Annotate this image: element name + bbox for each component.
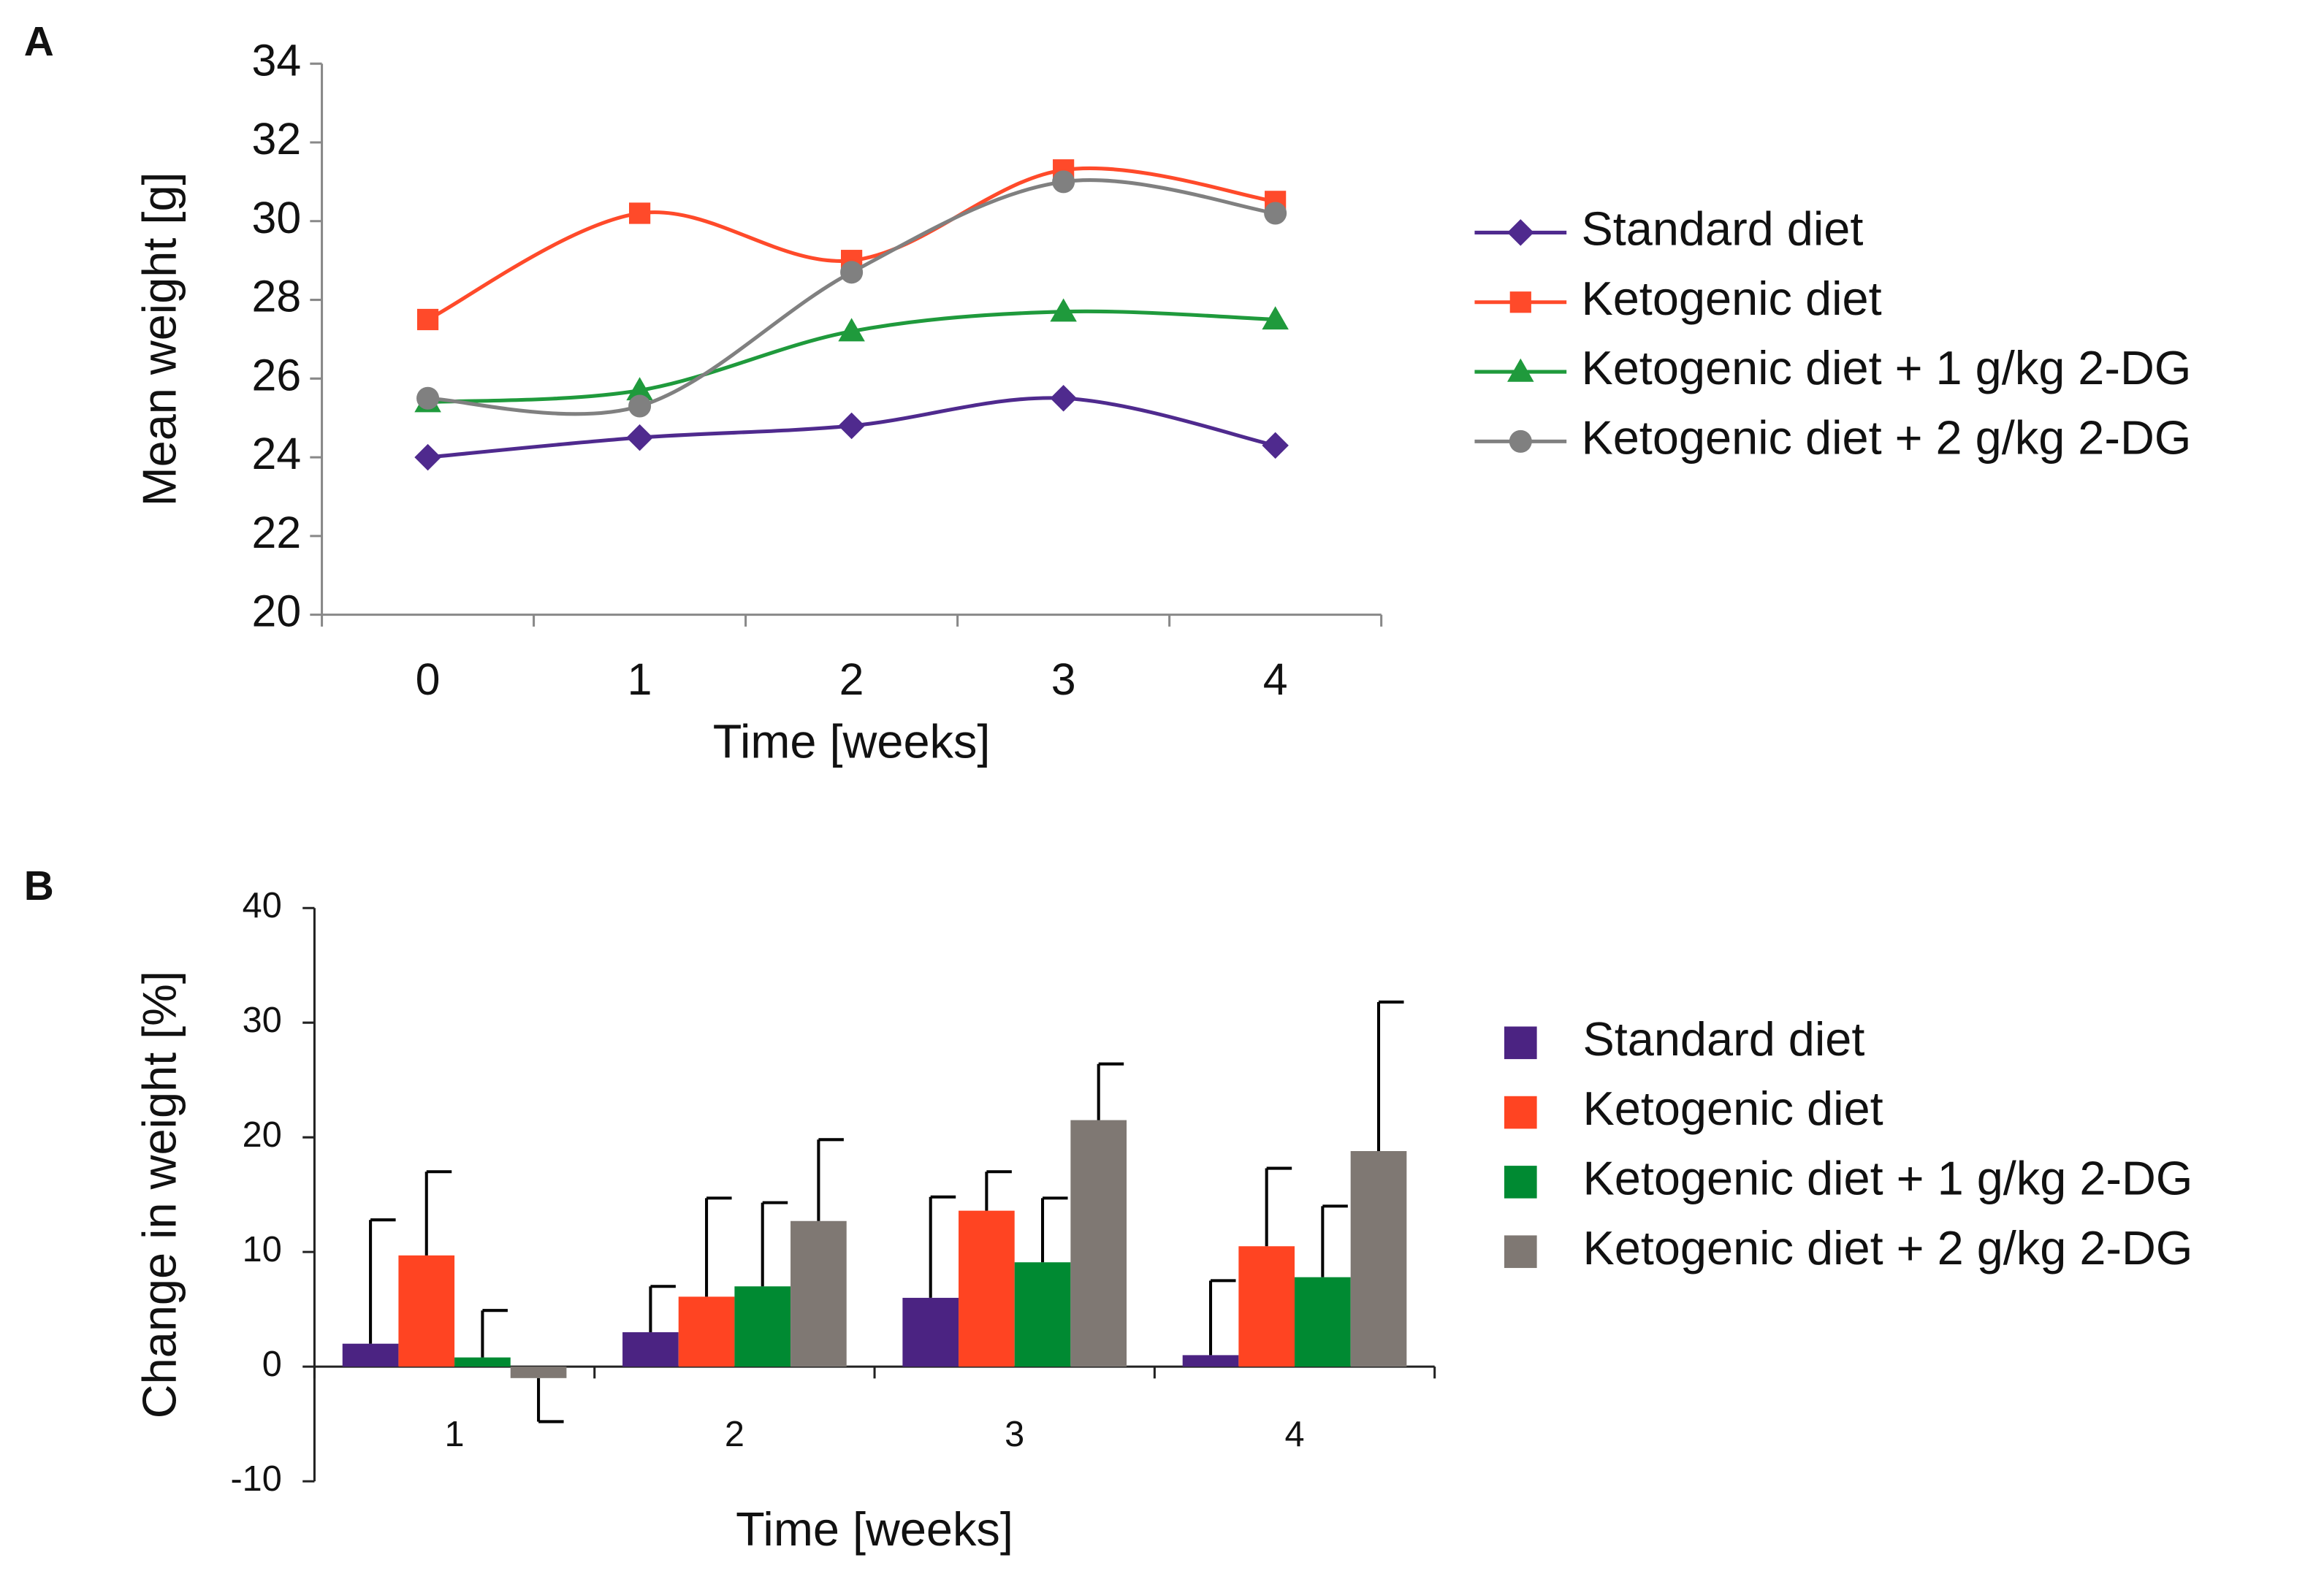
y-tick-label: -10 <box>230 1459 281 1499</box>
marker <box>628 202 651 224</box>
x-tick-label: 3 <box>1005 1415 1024 1454</box>
bar <box>790 1220 847 1367</box>
bar <box>734 1286 791 1367</box>
bar <box>342 1343 399 1367</box>
bar <box>1070 1120 1127 1367</box>
marker <box>1507 219 1534 246</box>
bar <box>398 1255 455 1367</box>
legend-label: Ketogenic diet + 1 g/kg 2-DG <box>1581 341 2191 394</box>
marker <box>416 308 439 331</box>
bar <box>959 1210 1015 1367</box>
marker <box>1509 429 1532 453</box>
bar <box>454 1357 511 1367</box>
marker <box>626 377 653 401</box>
bar <box>678 1296 735 1367</box>
bar <box>1014 1262 1071 1367</box>
bar <box>1182 1355 1239 1367</box>
marker <box>838 412 865 440</box>
marker <box>1262 306 1289 330</box>
y-tick-label: 24 <box>252 429 302 478</box>
y-tick-label: 28 <box>252 272 302 321</box>
marker <box>1052 170 1075 194</box>
legend-label: Standard diet <box>1582 1012 1864 1066</box>
x-tick-label: 4 <box>1263 654 1288 704</box>
legend-label: Standard diet <box>1581 202 1863 256</box>
x-tick-label: 2 <box>725 1415 744 1454</box>
y-tick-label: 30 <box>252 193 302 242</box>
bar <box>1295 1277 1351 1367</box>
marker <box>838 318 865 342</box>
bar <box>902 1297 959 1367</box>
y-tick-label: 32 <box>252 114 302 164</box>
marker <box>1507 358 1534 382</box>
y-tick-label: 30 <box>243 1001 282 1040</box>
y-tick-label: 20 <box>252 586 302 636</box>
marker <box>840 261 864 284</box>
x-axis-label: Time [weeks] <box>713 714 991 768</box>
y-tick-label: 0 <box>262 1345 282 1384</box>
y-tick-label: 22 <box>252 508 302 557</box>
bar <box>510 1367 567 1378</box>
legend-swatch <box>1504 1235 1537 1269</box>
legend-swatch <box>1504 1166 1537 1199</box>
y-tick-label: 10 <box>243 1230 282 1269</box>
y-tick-label: 20 <box>243 1115 282 1155</box>
legend-label: Ketogenic diet + 2 g/kg 2-DG <box>1581 411 2191 465</box>
y-tick-label: 26 <box>252 350 302 400</box>
legend-swatch <box>1504 1026 1537 1060</box>
panel-label: A <box>24 19 54 65</box>
legend-label: Ketogenic diet + 2 g/kg 2-DG <box>1582 1221 2192 1275</box>
legend-swatch <box>1504 1096 1537 1129</box>
x-tick-label: 3 <box>1051 654 1076 704</box>
y-axis-label: Change in weight [%] <box>133 971 186 1418</box>
x-tick-label: 4 <box>1284 1415 1304 1454</box>
x-axis-label: Time [weeks] <box>736 1502 1013 1556</box>
marker <box>414 443 441 471</box>
x-tick-label: 1 <box>445 1415 465 1454</box>
x-tick-label: 0 <box>416 654 441 704</box>
x-tick-label: 1 <box>628 654 652 704</box>
marker <box>626 424 653 451</box>
bar <box>622 1332 679 1367</box>
legend-label: Ketogenic diet + 1 g/kg 2-DG <box>1582 1152 2192 1205</box>
marker <box>1050 298 1077 322</box>
y-axis-label: Mean weight [g] <box>133 172 186 506</box>
bar <box>1238 1246 1295 1367</box>
marker <box>1264 202 1287 225</box>
legend-label: Ketogenic diet <box>1582 1082 1883 1135</box>
legend-label: Ketogenic diet <box>1581 272 1881 325</box>
marker <box>1509 291 1531 313</box>
y-tick-label: 40 <box>243 886 282 925</box>
marker <box>628 394 652 418</box>
panel-label: B <box>24 863 54 909</box>
x-tick-label: 2 <box>839 654 864 704</box>
marker <box>416 386 440 410</box>
y-tick-label: 34 <box>252 35 302 85</box>
bar <box>1350 1151 1407 1367</box>
